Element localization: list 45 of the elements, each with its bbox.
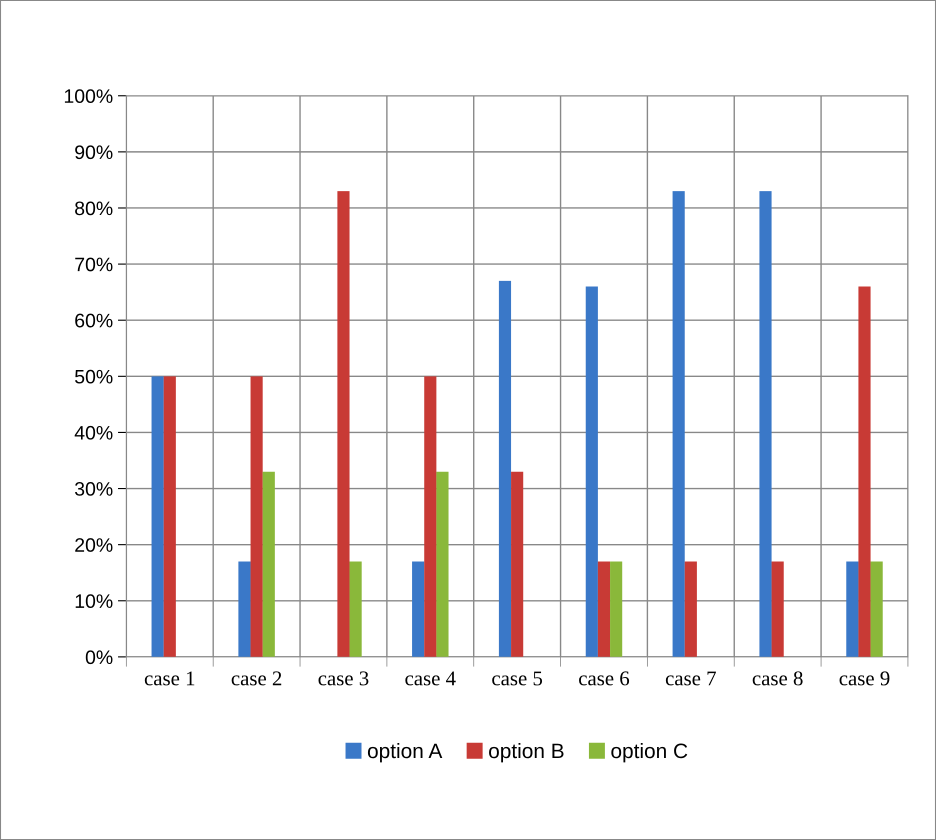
x-tick-label: case 4	[405, 672, 456, 686]
y-tick-label: 10%	[76, 594, 112, 608]
legend-label: option A	[368, 742, 442, 762]
bar	[772, 561, 784, 657]
bar	[846, 561, 858, 657]
bar	[610, 561, 622, 657]
bar	[412, 561, 424, 657]
y-tick-label: 20%	[75, 538, 112, 552]
bar	[586, 286, 598, 657]
bar	[870, 561, 883, 657]
bar	[350, 561, 362, 657]
x-tick-label: case 2	[232, 671, 282, 686]
x-tick-label: case 8	[752, 671, 803, 686]
x-tick-label: case 5	[492, 672, 542, 686]
bar	[250, 376, 263, 657]
bar	[858, 286, 871, 657]
bar	[498, 280, 512, 657]
x-tick-label: case 9	[840, 671, 890, 686]
bar	[337, 191, 350, 657]
y-tick-label: 0%	[86, 650, 112, 664]
bar	[684, 561, 697, 657]
y-tick-label: 100%	[64, 89, 112, 103]
bar	[238, 561, 251, 657]
x-tick-label: case 6	[579, 671, 630, 686]
legend-label: option C	[611, 742, 688, 762]
bar	[436, 472, 449, 657]
bar	[424, 376, 436, 657]
bar	[598, 561, 610, 657]
x-tick-label: case 1	[144, 671, 194, 686]
y-tick-label: 70%	[75, 258, 112, 272]
y-tick-label: 50%	[75, 370, 112, 384]
y-tick-label: 40%	[74, 426, 112, 440]
bar	[511, 472, 524, 657]
x-tick-label: case 7	[666, 672, 716, 686]
y-tick-label: 90%	[75, 145, 112, 160]
bar	[262, 472, 275, 657]
x-tick-label: case 3	[318, 671, 368, 686]
y-tick-label: 80%	[75, 201, 112, 216]
bar	[759, 191, 772, 657]
bar	[164, 376, 176, 657]
legend-label: option B	[489, 742, 564, 762]
bar	[672, 191, 685, 657]
bar	[152, 376, 164, 657]
y-tick-label: 60%	[75, 314, 112, 328]
y-tick-label: 30%	[74, 482, 112, 496]
